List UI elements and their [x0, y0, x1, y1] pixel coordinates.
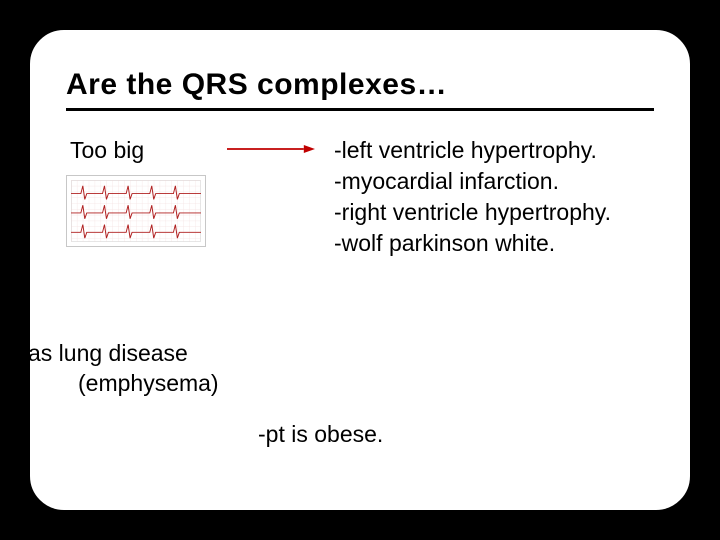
arrow-icon [216, 145, 326, 153]
ecg-thumbnail [66, 175, 206, 247]
list-item: -myocardial infarction. [334, 166, 611, 197]
conditions-list: -left ventricle hypertrophy. -myocardial… [334, 135, 611, 259]
lung-disease-text: as lung disease (emphysema) [28, 339, 219, 399]
ecg-icon [71, 180, 201, 242]
slide-frame: Are the QRS complexes… Too big -left [28, 28, 692, 512]
too-big-label: Too big [70, 137, 144, 164]
list-item: -right ventricle hypertrophy. [334, 197, 611, 228]
content-area: Too big -left ventricle hypertrophy. -my… [66, 131, 654, 471]
text-line: as lung disease [28, 339, 219, 369]
slide-title: Are the QRS complexes… [66, 68, 654, 102]
list-item: -left ventricle hypertrophy. [334, 135, 611, 166]
list-item: -wolf parkinson white. [334, 228, 611, 259]
text-line: (emphysema) [28, 369, 219, 399]
obese-text: -pt is obese. [258, 421, 383, 448]
title-underline [66, 108, 654, 111]
